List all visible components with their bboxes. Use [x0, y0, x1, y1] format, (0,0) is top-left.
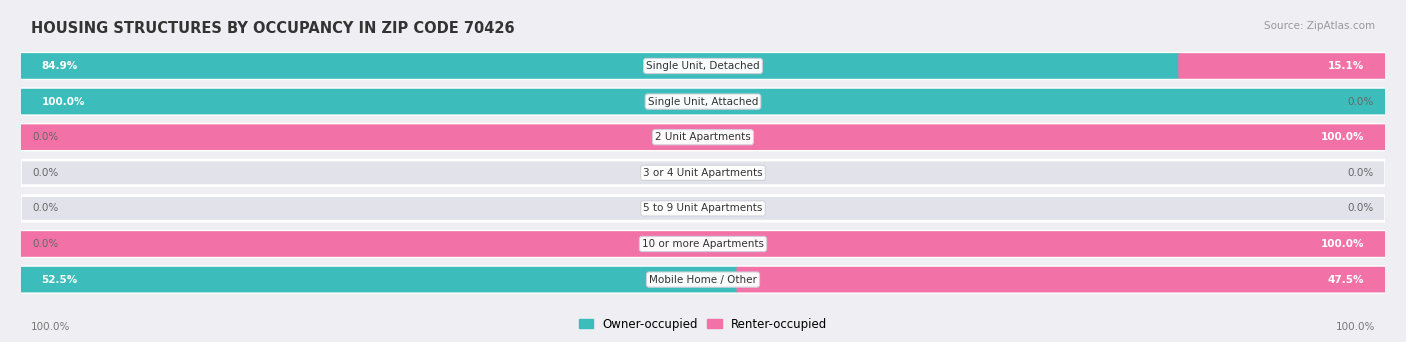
Text: HOUSING STRUCTURES BY OCCUPANCY IN ZIP CODE 70426: HOUSING STRUCTURES BY OCCUPANCY IN ZIP C…: [31, 21, 515, 36]
FancyBboxPatch shape: [21, 267, 738, 292]
Text: Mobile Home / Other: Mobile Home / Other: [650, 275, 756, 285]
Text: Single Unit, Attached: Single Unit, Attached: [648, 96, 758, 107]
FancyBboxPatch shape: [21, 160, 1385, 186]
Text: 2 Unit Apartments: 2 Unit Apartments: [655, 132, 751, 142]
FancyBboxPatch shape: [21, 53, 1180, 79]
Text: Source: ZipAtlas.com: Source: ZipAtlas.com: [1264, 21, 1375, 30]
FancyBboxPatch shape: [21, 124, 1385, 150]
Text: 15.1%: 15.1%: [1329, 61, 1364, 71]
Text: 0.0%: 0.0%: [1348, 168, 1374, 178]
FancyBboxPatch shape: [21, 53, 1385, 79]
Text: 100.0%: 100.0%: [1322, 239, 1364, 249]
Legend: Owner-occupied, Renter-occupied: Owner-occupied, Renter-occupied: [575, 314, 831, 334]
Text: 100.0%: 100.0%: [1322, 132, 1364, 142]
Text: 5 to 9 Unit Apartments: 5 to 9 Unit Apartments: [644, 203, 762, 213]
Text: 47.5%: 47.5%: [1327, 275, 1364, 285]
FancyBboxPatch shape: [21, 196, 1385, 221]
Text: 0.0%: 0.0%: [1348, 96, 1374, 107]
Text: Single Unit, Detached: Single Unit, Detached: [647, 61, 759, 71]
Text: 0.0%: 0.0%: [32, 239, 58, 249]
Text: 0.0%: 0.0%: [32, 132, 58, 142]
FancyBboxPatch shape: [21, 231, 1385, 257]
FancyBboxPatch shape: [21, 124, 1385, 150]
Text: 84.9%: 84.9%: [42, 61, 77, 71]
FancyBboxPatch shape: [21, 89, 1385, 114]
FancyBboxPatch shape: [21, 267, 1385, 292]
Text: 0.0%: 0.0%: [1348, 203, 1374, 213]
FancyBboxPatch shape: [737, 267, 1385, 292]
Text: 3 or 4 Unit Apartments: 3 or 4 Unit Apartments: [643, 168, 763, 178]
Text: 52.5%: 52.5%: [42, 275, 77, 285]
FancyBboxPatch shape: [1178, 53, 1385, 79]
Text: 0.0%: 0.0%: [32, 203, 58, 213]
FancyBboxPatch shape: [21, 89, 1385, 114]
Text: 100.0%: 100.0%: [31, 322, 70, 332]
FancyBboxPatch shape: [21, 231, 1385, 257]
Text: 0.0%: 0.0%: [32, 168, 58, 178]
Text: 100.0%: 100.0%: [1336, 322, 1375, 332]
Text: 100.0%: 100.0%: [42, 96, 84, 107]
Text: 10 or more Apartments: 10 or more Apartments: [643, 239, 763, 249]
